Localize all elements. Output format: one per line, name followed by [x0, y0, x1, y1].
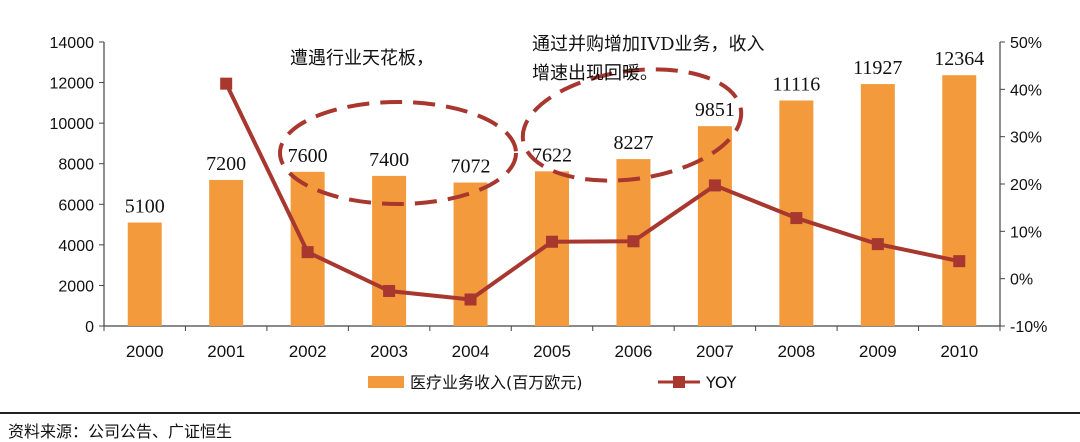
x-tick-label: 2004 — [452, 342, 490, 361]
x-tick-label: 2001 — [207, 342, 245, 361]
bar — [860, 84, 895, 327]
x-tick-label: 2008 — [777, 342, 815, 361]
x-tick-label: 2006 — [615, 342, 653, 361]
x-tick-label: 2009 — [859, 342, 897, 361]
x-tick-label: 2000 — [126, 342, 164, 361]
annotation-ivd-line2: 增速出现回暖。 — [532, 63, 658, 84]
data-label: 12364 — [934, 48, 984, 70]
data-label: 9851 — [695, 99, 735, 121]
yoy-point — [301, 246, 314, 259]
bar — [942, 75, 977, 326]
data-label: 7600 — [288, 145, 328, 167]
data-labels: 5100 7200 7600 7400 7072 7622 8227 9851 11116 119… — [125, 48, 985, 217]
right-tick-label: 30% — [1010, 130, 1042, 147]
left-tick-label: 8000 — [58, 157, 94, 174]
right-tick-label: 20% — [1010, 177, 1042, 194]
legend: 医疗业务收入(百万欧元) YOY — [368, 373, 737, 392]
x-tick-label: 2003 — [370, 342, 408, 361]
yoy-point — [627, 235, 640, 248]
x-tick-label: 2005 — [533, 342, 571, 361]
data-label: 7072 — [451, 156, 491, 178]
x-tick-label: 2010 — [940, 342, 978, 361]
bar — [127, 222, 162, 326]
x-tick-label: 2002 — [289, 342, 327, 361]
bar-series — [127, 75, 977, 327]
axes-layer: 0 2000 4000 6000 8000 10000 12000 14000 -10% 0% 10… — [50, 35, 1048, 361]
right-tick-label: 10% — [1010, 224, 1042, 241]
right-tick-label: 40% — [1010, 82, 1042, 99]
yoy-point — [790, 212, 803, 225]
right-tick-label: 50% — [1010, 35, 1042, 52]
source-note: 资料来源：公司公告、广证恒生 — [8, 422, 233, 441]
right-tick-label: 0% — [1010, 272, 1033, 289]
data-label: 11116 — [772, 74, 820, 96]
right-tick-label: -10% — [1010, 319, 1047, 336]
annotation-ceiling: 遭遇行业天花板， — [290, 48, 434, 69]
data-label: 7400 — [369, 149, 409, 171]
data-label: 8227 — [613, 132, 653, 154]
bar — [697, 126, 732, 326]
yoy-point — [546, 235, 558, 248]
legend-bar-swatch — [368, 376, 404, 388]
left-tick-label: 2000 — [58, 278, 94, 295]
annotation-ellipse-ivd — [520, 67, 744, 183]
data-label: 11927 — [853, 57, 902, 79]
legend-line-marker — [673, 376, 685, 388]
chart: 0 2000 4000 6000 8000 10000 12000 14000 -10% 0% 10… — [50, 34, 1048, 392]
left-tick-label: 14000 — [50, 35, 95, 52]
yoy-point — [464, 293, 477, 306]
legend-bar-label: 医疗业务收入(百万欧元) — [410, 373, 583, 392]
left-tick-label: 10000 — [50, 116, 95, 133]
yoy-point — [871, 238, 884, 251]
yoy-point — [708, 179, 721, 192]
yoy-point — [220, 77, 233, 90]
legend-line-label: YOY — [705, 373, 737, 392]
source-divider — [0, 412, 1080, 414]
bar — [372, 175, 407, 326]
bar — [209, 179, 244, 326]
left-tick-label: 0 — [85, 319, 94, 336]
annotation-ellipse-ceiling — [278, 100, 518, 206]
left-tick-label: 12000 — [50, 76, 95, 93]
left-tick-label: 6000 — [58, 197, 94, 214]
data-label: 7622 — [532, 144, 572, 166]
x-tick-label: 2007 — [696, 342, 734, 361]
data-label: 5100 — [125, 196, 165, 218]
yoy-series — [220, 77, 966, 306]
data-label: 7200 — [206, 153, 246, 175]
yoy-line — [224, 82, 960, 302]
yoy-point — [383, 284, 396, 297]
left-tick-label: 4000 — [58, 238, 94, 255]
yoy-point — [953, 255, 966, 268]
annotation-ivd-line1: 通过并购增加IVD业务，收入 — [532, 34, 765, 55]
